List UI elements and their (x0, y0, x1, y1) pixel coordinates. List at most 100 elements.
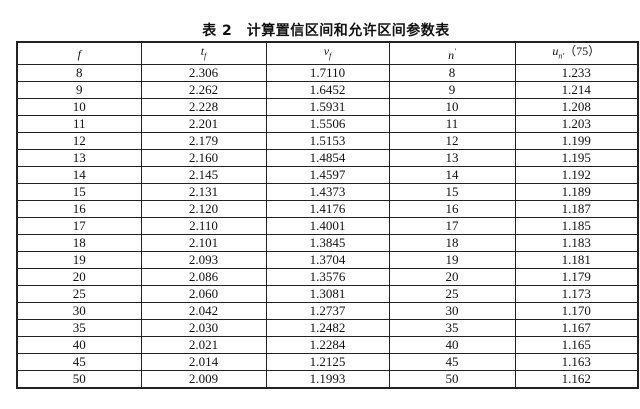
cell-n-prime: 35 (388, 319, 516, 338)
cell-v-f: 1.5153 (265, 132, 390, 151)
cell-t-f: 2.060 (140, 285, 267, 304)
table-row: 11 2.201 1.5506 11 1.203 (16, 115, 639, 134)
table-row: 45 2.014 1.2125 45 1.163 (16, 353, 639, 372)
cell-v-f: 1.3704 (265, 251, 390, 270)
cell-n-prime: 40 (388, 336, 516, 355)
cell-u-n-prime-75: 1.181 (514, 251, 639, 270)
cell-u-n-prime-75: 1.189 (514, 183, 639, 202)
table-row: 35 2.030 1.2482 35 1.167 (16, 319, 639, 338)
cell-v-f: 1.4597 (265, 166, 390, 185)
header-main: v (323, 44, 330, 58)
cell-t-f: 2.120 (140, 200, 267, 219)
cell-f: 16 (16, 200, 142, 219)
cell-n-prime: 19 (388, 251, 516, 270)
cell-n-prime: 14 (388, 166, 516, 185)
cell-u-n-prime-75: 1.179 (514, 268, 639, 287)
cell-f: 50 (16, 370, 142, 389)
parameter-table: f tf vf n' un'（75） 8 2.306 1.7110 8 1.233 9 2.262 1… (16, 41, 639, 390)
cell-v-f: 1.4176 (265, 200, 390, 219)
cell-f: 11 (16, 115, 142, 134)
cell-u-n-prime-75: 1.187 (514, 200, 639, 219)
table-row: 40 2.021 1.2284 40 1.165 (16, 336, 639, 355)
cell-t-f: 2.201 (140, 115, 267, 134)
table-row: 20 2.086 1.3576 20 1.179 (16, 268, 639, 287)
table-row: 50 2.009 1.1993 50 1.162 (16, 370, 639, 389)
cell-u-n-prime-75: 1.195 (514, 149, 639, 168)
cell-f: 40 (16, 336, 142, 355)
cell-n-prime: 18 (388, 234, 516, 253)
header-sub: n' (558, 51, 565, 61)
cell-f: 10 (16, 98, 142, 117)
cell-t-f: 2.030 (140, 319, 267, 338)
cell-n-prime: 20 (388, 268, 516, 287)
table-row: 10 2.228 1.5931 10 1.208 (16, 98, 639, 117)
header-suffix: （75） (564, 44, 601, 58)
table-row: 30 2.042 1.2737 30 1.170 (16, 302, 639, 321)
cell-u-n-prime-75: 1.162 (514, 370, 639, 389)
cell-t-f: 2.262 (140, 81, 267, 100)
cell-t-f: 2.145 (140, 166, 267, 185)
column-header-n-prime: n' (388, 41, 516, 66)
cell-n-prime: 9 (388, 81, 516, 100)
cell-u-n-prime-75: 1.208 (514, 98, 639, 117)
cell-v-f: 1.4373 (265, 183, 390, 202)
cell-f: 19 (16, 251, 142, 270)
cell-n-prime: 13 (388, 149, 516, 168)
table-row: 25 2.060 1.3081 25 1.173 (16, 285, 639, 304)
cell-t-f: 2.228 (140, 98, 267, 117)
cell-v-f: 1.1993 (265, 370, 390, 389)
cell-u-n-prime-75: 1.170 (514, 302, 639, 321)
cell-v-f: 1.7110 (265, 64, 390, 83)
cell-t-f: 2.179 (140, 132, 267, 151)
cell-u-n-prime-75: 1.233 (514, 64, 639, 83)
cell-t-f: 2.042 (140, 302, 267, 321)
cell-n-prime: 25 (388, 285, 516, 304)
cell-u-n-prime-75: 1.199 (514, 132, 639, 151)
cell-f: 30 (16, 302, 142, 321)
cell-n-prime: 16 (388, 200, 516, 219)
cell-n-prime: 10 (388, 98, 516, 117)
cell-f: 45 (16, 353, 142, 372)
cell-f: 35 (16, 319, 142, 338)
cell-v-f: 1.5506 (265, 115, 390, 134)
cell-u-n-prime-75: 1.165 (514, 336, 639, 355)
cell-v-f: 1.2482 (265, 319, 390, 338)
cell-t-f: 2.014 (140, 353, 267, 372)
table-row: 19 2.093 1.3704 19 1.181 (16, 251, 639, 270)
table-row: 14 2.145 1.4597 14 1.192 (16, 166, 639, 185)
header-main: u (552, 44, 559, 58)
header-main: t (200, 44, 205, 58)
table-row: 13 2.160 1.4854 13 1.195 (16, 149, 639, 168)
cell-v-f: 1.5931 (265, 98, 390, 117)
table-row: 15 2.131 1.4373 15 1.189 (16, 183, 639, 202)
header-main: f (77, 46, 81, 61)
cell-v-f: 1.2737 (265, 302, 390, 321)
cell-t-f: 2.131 (140, 183, 267, 202)
cell-f: 9 (16, 81, 142, 100)
table-row: 8 2.306 1.7110 8 1.233 (16, 64, 639, 83)
column-header-v-f: vf (265, 41, 390, 66)
cell-f: 13 (16, 149, 142, 168)
header-sup: ' (454, 47, 456, 57)
cell-u-n-prime-75: 1.167 (514, 319, 639, 338)
header-main: n (448, 48, 455, 63)
column-header-u-n-prime-75: un'（75） (514, 41, 639, 66)
cell-v-f: 1.3081 (265, 285, 390, 304)
cell-f: 17 (16, 217, 142, 236)
header-sub: f (329, 51, 332, 61)
cell-v-f: 1.4854 (265, 149, 390, 168)
cell-t-f: 2.306 (140, 64, 267, 83)
cell-u-n-prime-75: 1.203 (514, 115, 639, 134)
cell-f: 12 (16, 132, 142, 151)
cell-n-prime: 45 (388, 353, 516, 372)
table-row: 18 2.101 1.3845 18 1.183 (16, 234, 639, 253)
cell-f: 15 (16, 183, 142, 202)
cell-v-f: 1.3576 (265, 268, 390, 287)
cell-n-prime: 17 (388, 217, 516, 236)
cell-n-prime: 8 (388, 64, 516, 83)
cell-v-f: 1.4001 (265, 217, 390, 236)
cell-t-f: 2.021 (140, 336, 267, 355)
cell-t-f: 2.009 (140, 370, 267, 389)
cell-u-n-prime-75: 1.185 (514, 217, 639, 236)
cell-n-prime: 11 (388, 115, 516, 134)
